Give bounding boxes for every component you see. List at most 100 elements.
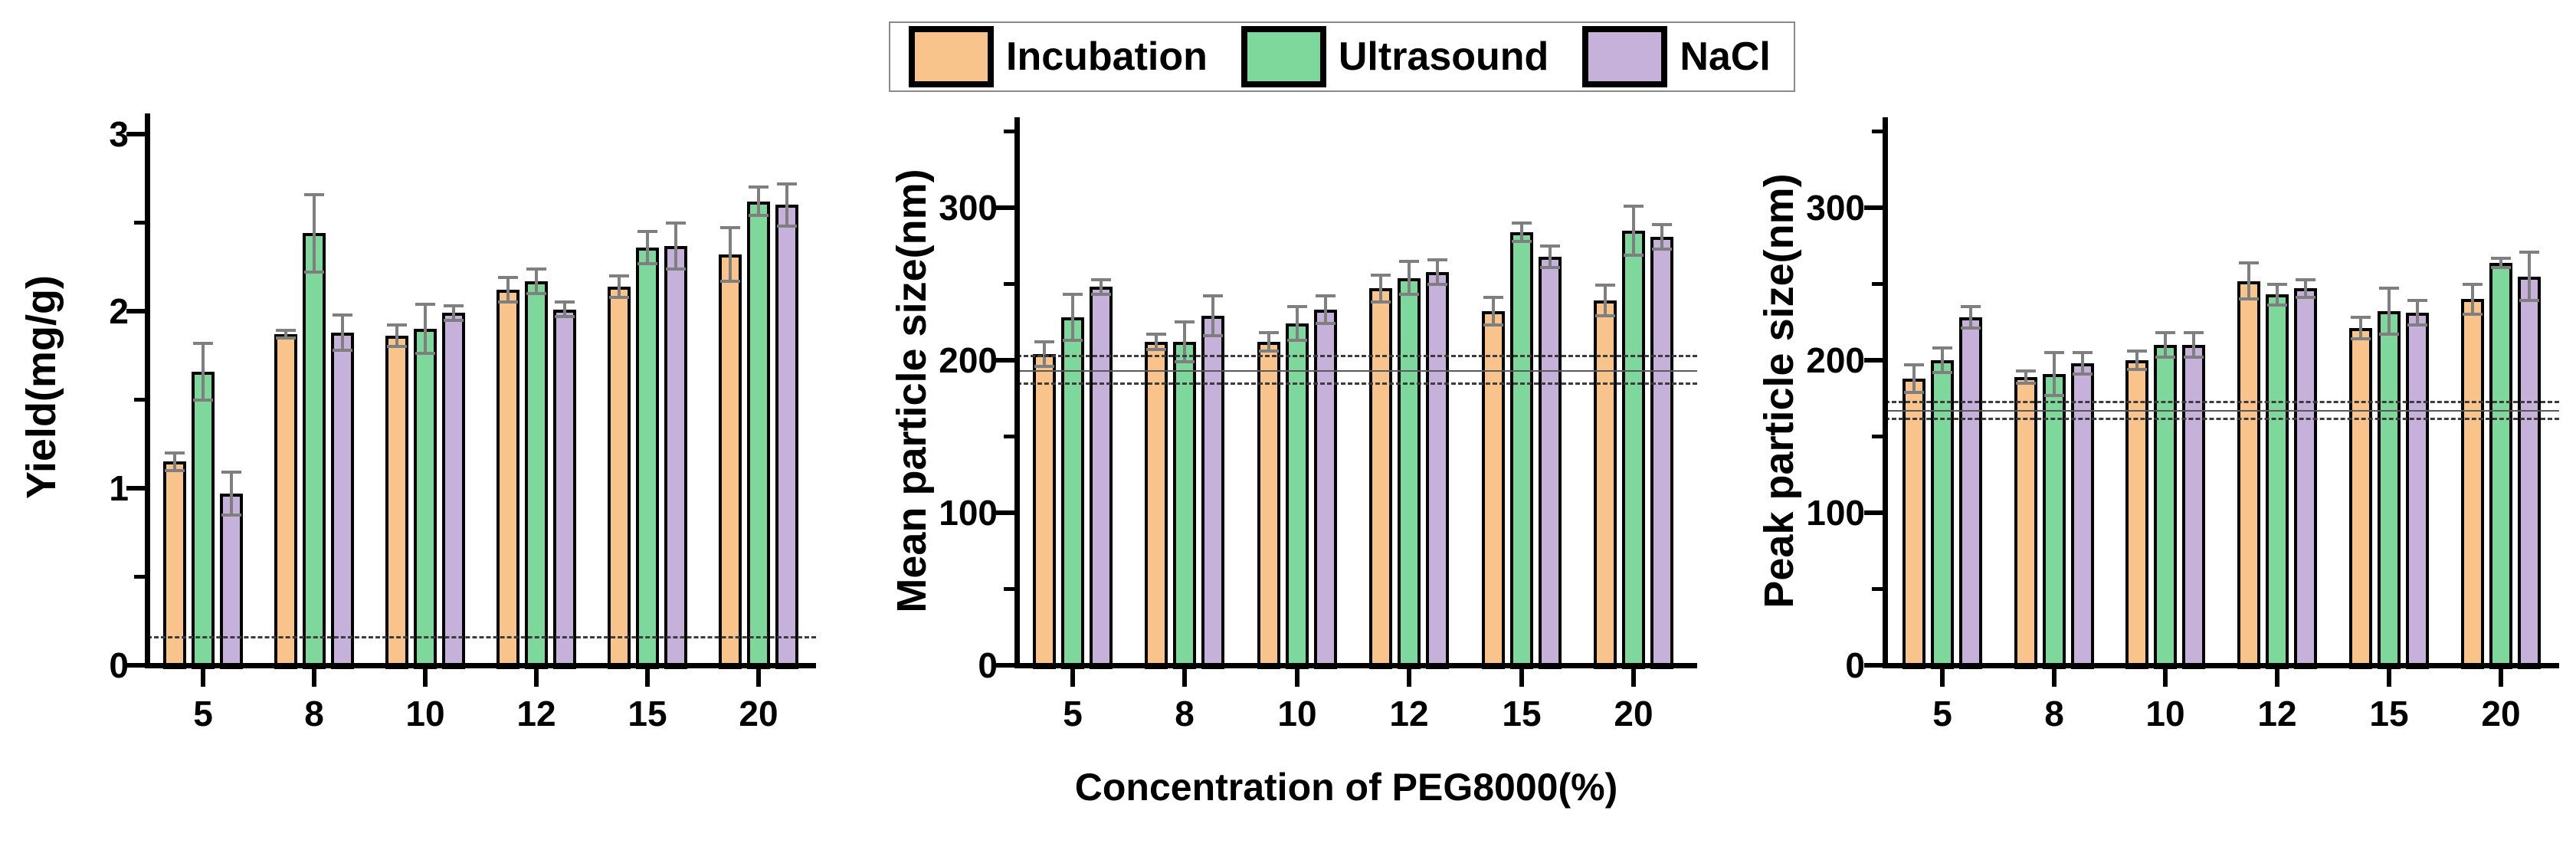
bar-nacl-15 bbox=[664, 245, 687, 669]
bar-incubation-5 bbox=[1903, 378, 1925, 669]
x-tick bbox=[2275, 668, 2279, 687]
bar-incubation-10 bbox=[2125, 360, 2148, 669]
y-major-tick bbox=[1864, 663, 1883, 668]
y-tick-label: 100 bbox=[939, 493, 998, 533]
x-tick-label: 8 bbox=[2044, 694, 2064, 733]
legend-label-incubation: Incubation bbox=[1006, 34, 1208, 79]
bar-incubation-8 bbox=[274, 334, 297, 669]
x-tick bbox=[1295, 668, 1299, 687]
error-cap-bottom bbox=[1399, 293, 1419, 297]
bar-incubation-10 bbox=[1257, 342, 1280, 669]
y-axis bbox=[145, 113, 150, 668]
error-cap-top bbox=[637, 230, 657, 234]
x-axis bbox=[145, 663, 816, 668]
y-minor-tick bbox=[1004, 587, 1014, 591]
y-major-tick bbox=[126, 663, 145, 668]
error-cap-bottom bbox=[2127, 367, 2147, 371]
error-bar-nacl-20 bbox=[785, 183, 788, 227]
x-tick-label: 15 bbox=[1502, 694, 1542, 733]
error-bar-incubation-20 bbox=[729, 228, 732, 281]
error-cap-top bbox=[498, 276, 518, 280]
error-cap-top bbox=[304, 192, 324, 196]
error-bar-ultrasound-5 bbox=[202, 343, 205, 400]
legend-item-nacl: NaCl bbox=[1582, 26, 1771, 87]
x-tick-label: 20 bbox=[2481, 694, 2521, 733]
bar-nacl-20 bbox=[1650, 236, 1673, 669]
y-tick-label: 0 bbox=[978, 645, 998, 685]
error-bar-incubation-10 bbox=[2135, 351, 2138, 369]
x-tick-label: 5 bbox=[1932, 694, 1952, 733]
bar-ultrasound-10 bbox=[1286, 323, 1309, 669]
x-tick bbox=[312, 668, 316, 687]
error-cap-bottom bbox=[1624, 253, 1644, 257]
bar-ultrasound-12 bbox=[525, 281, 548, 669]
bar-ultrasound-20 bbox=[1622, 230, 1645, 669]
x-tick-label: 15 bbox=[2369, 694, 2409, 733]
error-bar-ultrasound-10 bbox=[2164, 333, 2167, 357]
bar-incubation-15 bbox=[608, 286, 631, 669]
y-major-tick bbox=[1864, 510, 1883, 515]
error-bar-ultrasound-15 bbox=[2388, 288, 2391, 335]
error-cap-bottom bbox=[2073, 372, 2093, 376]
error-bar-nacl-10 bbox=[452, 306, 455, 320]
bar-ultrasound-12 bbox=[1398, 277, 1421, 669]
error-bar-ultrasound-8 bbox=[2053, 353, 2056, 395]
bar-nacl-20 bbox=[775, 205, 798, 669]
bar-incubation-20 bbox=[1594, 300, 1617, 669]
x-tick-label: 20 bbox=[739, 694, 778, 733]
error-cap-bottom bbox=[165, 468, 185, 472]
bar-incubation-20 bbox=[2461, 299, 2484, 669]
error-cap-bottom bbox=[2491, 265, 2511, 269]
error-bar-nacl-15 bbox=[2416, 300, 2419, 326]
bar-ultrasound-8 bbox=[2043, 373, 2066, 669]
error-cap-top bbox=[2016, 369, 2036, 372]
error-bar-incubation-8 bbox=[284, 330, 287, 338]
x-tick-label: 10 bbox=[1277, 694, 1317, 733]
error-cap-top bbox=[1371, 273, 1391, 277]
error-bar-ultrasound-5 bbox=[1071, 294, 1074, 341]
x-tick-label: 10 bbox=[405, 694, 445, 733]
x-tick-label: 8 bbox=[304, 694, 324, 733]
legend-swatch-ultrasound bbox=[1240, 26, 1326, 87]
error-cap-bottom bbox=[2296, 296, 2315, 300]
x-tick bbox=[423, 668, 428, 687]
error-bar-incubation-12 bbox=[1379, 274, 1382, 303]
error-cap-bottom bbox=[1483, 323, 1503, 327]
reference-line-solid-1 bbox=[1017, 369, 1697, 372]
error-cap-bottom bbox=[2519, 299, 2539, 303]
error-cap-top bbox=[1175, 320, 1195, 324]
error-bar-incubation-15 bbox=[2359, 317, 2362, 340]
bar-ultrasound-10 bbox=[2154, 345, 2177, 669]
error-bar-incubation-20 bbox=[2471, 284, 2474, 315]
error-bar-ultrasound-10 bbox=[424, 304, 427, 354]
error-bar-ultrasound-20 bbox=[2499, 258, 2502, 267]
x-tick bbox=[645, 668, 650, 687]
bar-nacl-12 bbox=[1426, 271, 1449, 669]
error-bar-nacl-12 bbox=[563, 302, 566, 317]
error-cap-top bbox=[555, 300, 575, 304]
bar-incubation-12 bbox=[497, 290, 519, 669]
bar-incubation-12 bbox=[2237, 281, 2260, 669]
x-tick-label: 15 bbox=[628, 694, 667, 733]
error-cap-top bbox=[387, 323, 407, 327]
error-bar-ultrasound-10 bbox=[1296, 307, 1299, 341]
error-bar-nacl-10 bbox=[2192, 333, 2195, 357]
x-tick bbox=[201, 668, 205, 687]
error-cap-bottom bbox=[526, 291, 546, 295]
y-axis-title-mean-particle-size: Mean particle size(nm) bbox=[889, 169, 935, 613]
x-tick bbox=[1519, 668, 1524, 687]
error-bar-incubation-8 bbox=[2024, 370, 2027, 383]
error-bar-nacl-5 bbox=[1969, 307, 1972, 329]
error-cap-bottom bbox=[749, 214, 769, 218]
error-cap-top bbox=[2239, 261, 2259, 264]
bar-ultrasound-12 bbox=[2266, 294, 2289, 669]
error-bar-nacl-8 bbox=[2081, 353, 2084, 374]
error-cap-top bbox=[1540, 244, 1560, 248]
error-cap-top bbox=[1595, 284, 1615, 287]
y-axis-title-peak-particle-size: Peak particle size(nm) bbox=[1756, 173, 1802, 609]
y-major-tick bbox=[1864, 205, 1883, 210]
error-cap-bottom bbox=[1203, 334, 1223, 338]
y-tick-label: 0 bbox=[1845, 645, 1865, 685]
error-cap-top bbox=[1146, 333, 1166, 336]
error-bar-nacl-12 bbox=[2304, 279, 2307, 298]
